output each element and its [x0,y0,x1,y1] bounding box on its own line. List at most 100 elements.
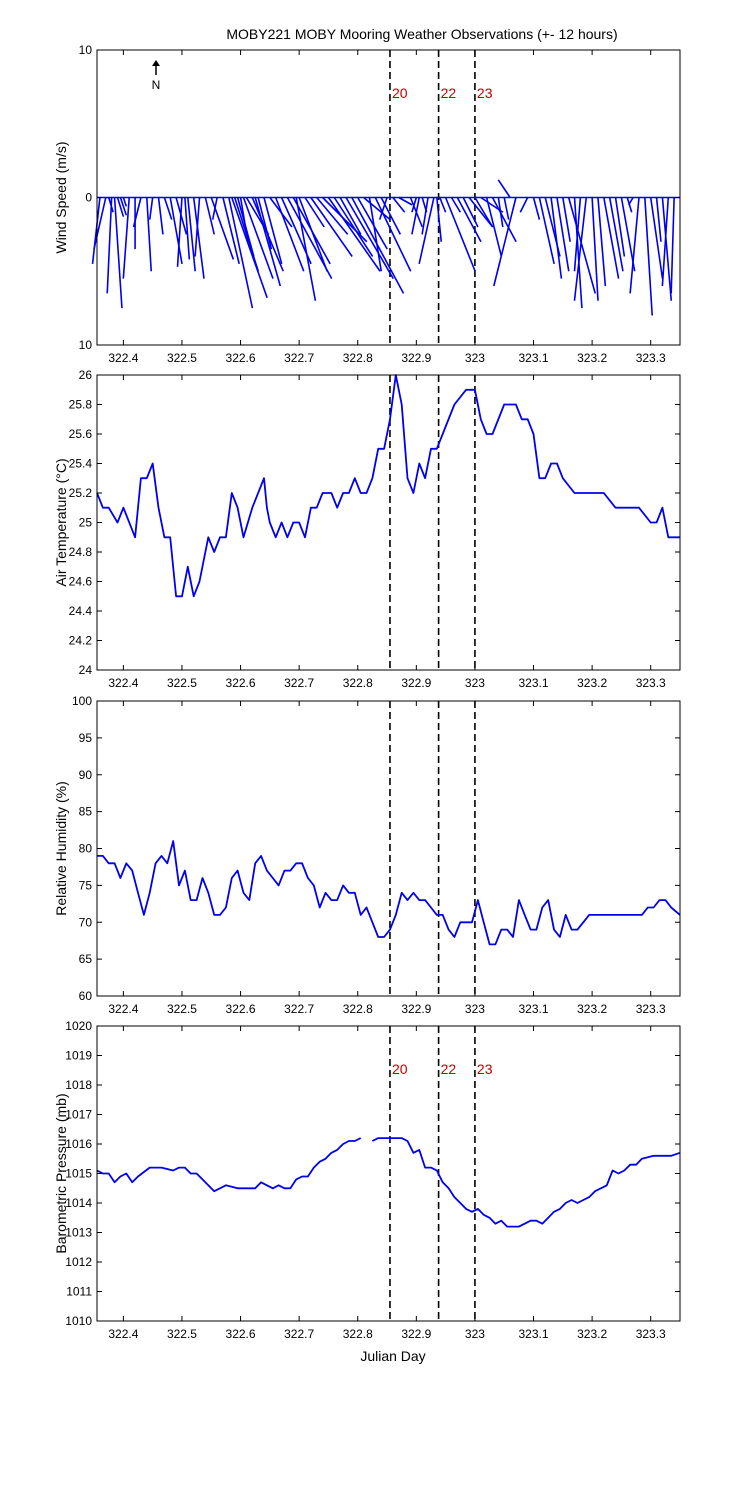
wind-stick [176,197,183,267]
panel-1: 20 22 23 N 10 0 10 322.4 322.5 322.6 322.7 322.8 322… [53,43,681,365]
wind-stick [411,197,421,235]
wind-stick [567,197,596,294]
wind-stick [597,197,607,287]
x-tick-label: 322.6 [226,1002,256,1016]
wind-stick [620,197,636,272]
x-tick-label: 322.8 [343,351,373,365]
y-tick-label: 90 [79,768,93,782]
x-tick-label: 323.2 [577,1002,607,1016]
wind-stick [608,197,624,272]
wind-stick [368,197,383,272]
event-marker-label: 23 [477,85,493,101]
x-tick-label: 323.2 [577,351,607,365]
y-tick-label: 100 [72,694,92,708]
wind-stick [444,197,476,272]
y-tick-label: 1012 [65,1255,92,1269]
y-tick-label: 0 [85,191,92,205]
x-tick-label: 323.3 [636,351,666,365]
x-tick-label: 322.8 [343,1327,373,1341]
x-tick-label: 323 [465,1327,485,1341]
wind-stick [106,197,113,294]
wind-stick [163,197,173,220]
x-tick-label: 322.4 [108,1327,138,1341]
wind-stick [122,197,128,207]
wind-stick [614,197,626,257]
wind-stick [146,197,153,272]
wind-stick [661,197,670,287]
wind-stick [436,197,443,242]
wind-stick [132,197,142,228]
x-tick-label: 322.7 [284,351,314,365]
wind-stick [113,197,123,309]
wind-stick [310,197,353,257]
wind-stick [345,197,394,280]
y-tick-label: 95 [79,731,93,745]
north-arrow-head [152,60,160,66]
x-tick-label: 323.1 [519,676,549,690]
wind-stick [169,197,183,265]
x-tick-label: 322.4 [108,676,138,690]
wind-stick [204,197,216,235]
x-tick-label: 323.2 [577,676,607,690]
panel-4: 20 22 23 1010 1011 1012 1013 1014 1015 1016 1017 10… [53,1019,681,1341]
x-tick-label: 322.6 [226,351,256,365]
y-tick-label: 25.8 [69,398,93,412]
wind-stick [485,197,503,257]
x-tick-label: 322.5 [167,676,197,690]
y-tick-label: 24.4 [69,604,93,618]
wind-stick [398,196,413,206]
x-tick-label: 322.8 [343,676,373,690]
wind-stick [655,197,662,242]
wind-stick [363,196,391,221]
x-tick-label: 322.7 [284,1002,314,1016]
x-tick-label: 322.7 [284,676,314,690]
wind-stick [573,197,588,301]
wind-stick [239,197,249,242]
wind-stick [503,197,510,220]
y-tick-label: 1020 [65,1019,92,1033]
y-tick-label: 80 [79,842,93,856]
wind-stick [295,197,317,301]
wind-stick [116,197,125,217]
wind-stick [556,197,570,272]
wind-stick [327,197,381,272]
wind-stick [628,197,634,206]
wind-stick [550,197,563,279]
wind-stick [418,197,435,265]
wind-stick [591,197,599,301]
x-tick-label: 322.5 [167,1002,197,1016]
y-tick-label: 25.6 [69,427,93,441]
event-marker-label: 23 [477,1061,493,1077]
wind-stick [629,197,640,294]
x-axis-label: Julian Day [360,1348,425,1364]
north-label: N [152,78,161,92]
wind-stick [357,197,388,250]
wind-stick [497,197,504,228]
x-tick-label: 322.7 [284,1327,314,1341]
x-tick-label: 323.1 [519,1327,549,1341]
y-tick-label: 75 [79,878,93,892]
wind-stick [532,197,541,220]
wind-stick [573,197,582,272]
y-tick-label: 25.4 [69,457,93,471]
y-axis-label: Barometric Pressure (mb) [53,1093,69,1253]
wind-stick [298,197,328,272]
wind-stick [228,197,254,309]
y-tick-label: 70 [79,915,93,929]
wind-stick [339,197,362,235]
wind-stick [519,197,529,213]
y-tick-label: 1014 [65,1196,92,1210]
y-tick-label: 1011 [66,1285,92,1299]
wind-stick [374,197,412,272]
wind-stick [661,197,673,301]
wind-stick [474,197,494,228]
wind-stick [231,197,268,299]
panel-3: 60 65 70 75 80 85 90 95 100 322.4 322.5 322.6 322.7 3… [53,694,681,1016]
series-line [97,840,681,946]
x-tick-label: 322.5 [167,351,197,365]
wind-stick [257,197,273,250]
y-tick-label: 25.2 [69,486,93,500]
y-axis-label: Relative Humidity (%) [53,781,69,916]
wind-stick [211,197,218,220]
wind-stick [573,197,583,309]
